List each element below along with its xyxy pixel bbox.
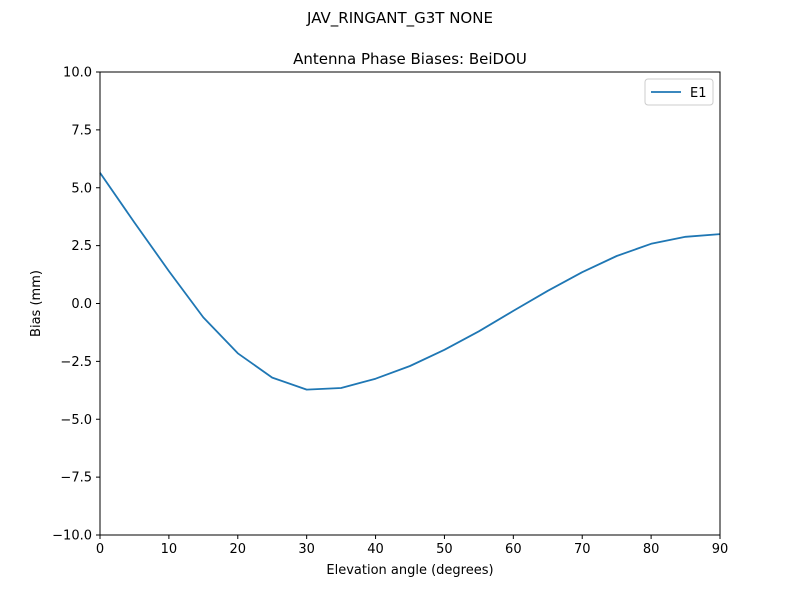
- y-tick-label: 0.0: [71, 297, 92, 312]
- figure-suptitle: JAV_RINGANT_G3T NONE: [307, 9, 493, 27]
- x-tick-label: 20: [230, 542, 247, 557]
- series-line-e1: [99, 172, 721, 391]
- chart-title: Antenna Phase Biases: BeiDOU: [293, 50, 527, 68]
- x-tick-label: 0: [96, 542, 104, 557]
- x-tick-label: 90: [712, 542, 729, 557]
- axis-ticks: 0 10 20 30 40 50 60 70 80 90 −10.0 −7.5 −5.0 −2.5 0.0 2…: [52, 66, 728, 558]
- x-tick-label: 80: [643, 542, 660, 557]
- x-tick-label: 30: [298, 542, 315, 557]
- y-tick-label: 10.0: [63, 66, 92, 81]
- x-axis-label: Elevation angle (degrees): [326, 563, 493, 578]
- y-tick-label: −7.5: [60, 471, 92, 486]
- legend-label: E1: [690, 86, 707, 101]
- x-tick-label: 40: [367, 542, 384, 557]
- x-tick-label: 70: [574, 542, 591, 557]
- x-tick-label: 10: [161, 542, 178, 557]
- y-tick-label: 5.0: [71, 181, 92, 196]
- x-tick-label: 60: [505, 542, 522, 557]
- y-tick-label: −2.5: [60, 355, 92, 370]
- series-lines: [99, 172, 721, 391]
- y-tick-label: 7.5: [71, 123, 92, 138]
- y-tick-label: −10.0: [52, 529, 92, 544]
- legend: E1: [644, 78, 714, 106]
- y-tick-label: 2.5: [71, 239, 92, 254]
- y-axis-label: Bias (mm): [29, 270, 44, 337]
- x-tick-label: 50: [436, 542, 453, 557]
- y-tick-label: −5.0: [60, 413, 92, 428]
